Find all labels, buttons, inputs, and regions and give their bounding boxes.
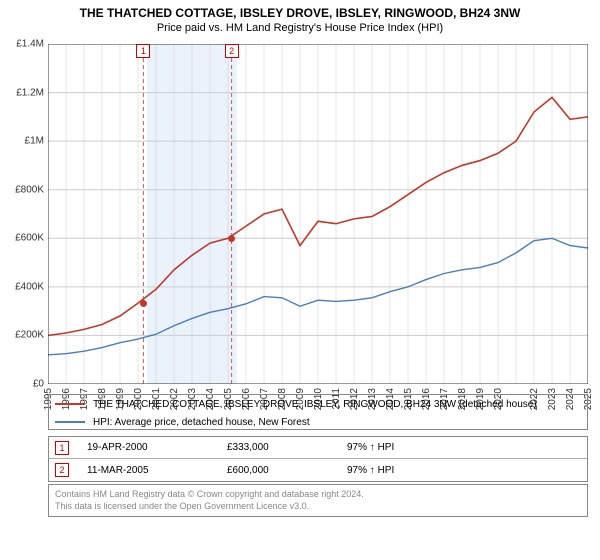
y-tick-label: £200K — [4, 330, 44, 341]
event-marker-on-plot: 2 — [225, 44, 239, 58]
y-tick-label: £800K — [4, 184, 44, 195]
legend-label: THE THATCHED COTTAGE, IBSLEY DROVE, IBSL… — [93, 399, 537, 410]
event-marker-icon: 2 — [55, 463, 69, 477]
plot-area — [48, 44, 588, 384]
y-tick-label: £600K — [4, 233, 44, 244]
event-price: £600,000 — [227, 465, 347, 476]
license-line: This data is licensed under the Open Gov… — [55, 501, 581, 513]
event-table: 119-APR-2000£333,00097% ↑ HPI211-MAR-200… — [48, 436, 588, 482]
legend-swatch — [55, 403, 85, 405]
y-tick-label: £1.4M — [4, 39, 44, 50]
chart-subtitle: Price paid vs. HM Land Registry's House … — [0, 20, 600, 38]
legend-swatch — [55, 421, 85, 423]
event-price: £333,000 — [227, 442, 347, 453]
event-marker-icon: 1 — [55, 441, 69, 455]
y-tick-label: £1M — [4, 136, 44, 147]
plot-svg — [48, 44, 588, 384]
event-hpi: 97% ↑ HPI — [347, 442, 581, 453]
data-point-dot — [140, 300, 147, 307]
legend-row: HPI: Average price, detached house, New … — [49, 413, 587, 430]
event-marker-on-plot: 1 — [136, 44, 150, 58]
legend-row: THE THATCHED COTTAGE, IBSLEY DROVE, IBSL… — [49, 395, 587, 413]
event-row: 1 19-APR-2000£333,00097% ↑ HPI — [49, 437, 587, 459]
legend-label: HPI: Average price, detached house, New … — [93, 417, 310, 428]
legend: THE THATCHED COTTAGE, IBSLEY DROVE, IBSL… — [48, 394, 588, 430]
data-point-dot — [228, 235, 235, 242]
y-tick-label: £0 — [4, 379, 44, 390]
y-tick-label: £400K — [4, 281, 44, 292]
event-hpi: 97% ↑ HPI — [347, 465, 581, 476]
event-date: 19-APR-2000 — [87, 442, 227, 453]
event-date: 11-MAR-2005 — [87, 465, 227, 476]
license-line: Contains HM Land Registry data © Crown c… — [55, 489, 581, 501]
license-text: Contains HM Land Registry data © Crown c… — [48, 484, 588, 517]
chart-container: THE THATCHED COTTAGE, IBSLEY DROVE, IBSL… — [0, 0, 600, 560]
event-row: 2 11-MAR-2005£600,00097% ↑ HPI — [49, 459, 587, 481]
chart-title: THE THATCHED COTTAGE, IBSLEY DROVE, IBSL… — [0, 0, 600, 20]
y-tick-label: £1.2M — [4, 87, 44, 98]
